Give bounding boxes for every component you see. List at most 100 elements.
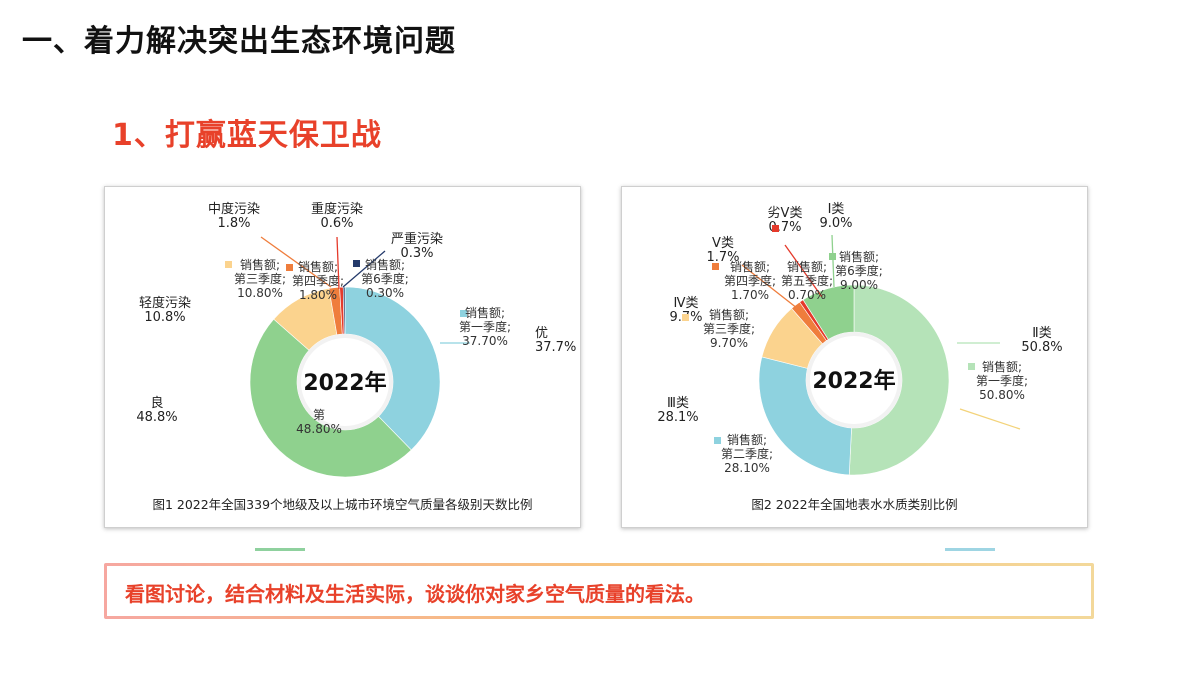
data-label: 销售额;第二季度; 28.10% (721, 432, 773, 475)
slice-label-line: 48.8% (136, 410, 177, 425)
slice-label: Ⅴ类 1.7% (706, 236, 739, 265)
data-label-line: 10.80% (237, 286, 283, 300)
data-label-line: 0.70% (788, 288, 826, 302)
slice-label-line: 50.8% (1021, 340, 1062, 355)
data-label-line: 销售额; (465, 305, 505, 320)
slice-label: 良 48.8% (136, 395, 177, 425)
data-label-line: 第五季度; (781, 273, 833, 288)
discussion-box: 看图讨论，结合材料及生活实际，谈谈你对家乡空气质量的看法。 (104, 563, 1094, 619)
data-label: 销售额;第6季度; 9.00% (835, 249, 883, 292)
slice-label-line: 良 (150, 395, 163, 411)
data-label-line: 销售额; (298, 259, 338, 274)
legend-marker (353, 260, 360, 267)
slice-label-line: Ⅰ类 (828, 202, 845, 217)
slice-label-line: 重度污染 (311, 201, 363, 217)
slice-label-line: 严重污染 (391, 231, 443, 247)
slice-label-line: 28.1% (657, 410, 698, 425)
leader-line (784, 244, 823, 298)
slice-label: 重度污染 0.6% (311, 201, 363, 231)
slice-label-line: 0.3% (400, 246, 433, 261)
data-label: 销售额;第一季度; 50.80% (976, 359, 1028, 402)
data-label-line: 第三季度; (234, 271, 286, 286)
data-label-line: 第二季度; (721, 446, 773, 461)
chart-caption: 图1 2022年全国339个地级及以上城市环境空气质量各级别天数比例 (152, 497, 533, 512)
data-label-line: 第6季度; (361, 271, 409, 286)
slice-label-line: 劣Ⅴ类 (768, 206, 803, 221)
donut-center-label: 2022年 (812, 368, 895, 394)
slice-label-line: 37.7% (535, 340, 576, 355)
air-quality-chart-panel: 2022年优 37.7% 销售额;第一季度; 37.70% 良 48.8% 第 48.80% 轻… (104, 186, 581, 528)
legend-marker (225, 261, 232, 268)
donut-slice (802, 284, 855, 340)
legend-marker (682, 314, 689, 321)
data-label-line: 9.70% (710, 336, 748, 350)
slice-label-line: Ⅴ类 (712, 236, 734, 251)
donut-slice (344, 286, 441, 451)
data-label-line: 销售额; (839, 249, 879, 264)
legend-marker (968, 363, 975, 370)
data-label-line: 销售额; (982, 359, 1022, 374)
legend-marker (277, 411, 284, 418)
donut-hole (810, 336, 898, 424)
leader-line (959, 408, 1021, 430)
data-label-line: 销售额; (365, 257, 405, 272)
slice-label-line: 中度污染 (208, 201, 260, 217)
legend-marker (714, 437, 721, 444)
slice-label: 优 37.7% (535, 326, 576, 355)
slice-label-line: 0.6% (320, 216, 353, 231)
legend-marker (712, 263, 719, 270)
legend-marker (286, 264, 293, 271)
data-label: 销售额;第四季度; 1.70% (724, 259, 776, 302)
data-label: 销售额;第6季度; 0.30% (361, 257, 409, 300)
leader-line (336, 236, 340, 290)
data-label-line: 第三季度; (703, 321, 755, 336)
slice-label-line: Ⅲ类 (667, 396, 689, 411)
slice-label-line: 1.7% (706, 250, 739, 265)
data-label: 第 48.80% (296, 408, 342, 436)
data-label-line: 销售额; (240, 257, 280, 272)
legend-marker (829, 253, 836, 260)
data-label-line: 销售额; (730, 259, 770, 274)
slice-label: Ⅱ类 50.8% (1021, 326, 1062, 355)
slice-label: 严重污染 0.3% (391, 231, 443, 261)
slice-label-line: 9.0% (819, 216, 852, 231)
page-title: 一、着力解决突出生态环境问题 (22, 24, 456, 59)
data-label-line: 28.10% (724, 461, 770, 475)
data-label: 销售额;第四季度; 1.80% (292, 259, 344, 302)
data-label-line: 第四季度; (724, 273, 776, 288)
leader-line (342, 250, 386, 288)
donut-center-label: 2022年 (303, 370, 386, 396)
data-label-line: 50.80% (979, 388, 1025, 402)
data-label-line: 销售额; (709, 307, 749, 322)
slice-label-line: 轻度污染 (139, 295, 191, 311)
donut-hole (301, 338, 389, 426)
data-label-line: 第 (313, 408, 325, 422)
data-label-line: 48.80% (296, 422, 342, 436)
slice-label-line: 1.8% (217, 216, 250, 231)
slice-label-line: 10.8% (144, 310, 185, 325)
data-label-line: 销售额; (727, 432, 767, 447)
data-label: 销售额;第三季度; 9.70% (703, 307, 755, 350)
legend-marker (460, 310, 467, 317)
leader-line (741, 264, 803, 313)
slice-label-line: Ⅱ类 (1032, 326, 1051, 341)
water-quality-chart-panel: 2022年 Ⅱ类 50.8% 销售额;第一季度; 50.80% Ⅲ类 28.1% 销售额;第二… (621, 186, 1088, 528)
discussion-prompt: 看图讨论，结合材料及生活实际，谈谈你对家乡空气质量的看法。 (125, 582, 705, 606)
chart-caption: 图2 2022年全国地表水水质类别比例 (751, 497, 958, 512)
data-label-line: 销售额; (787, 259, 827, 274)
data-label-line: 第四季度; (292, 273, 344, 288)
data-label-line: 1.80% (299, 288, 337, 302)
data-label: 销售额;第三季度; 10.80% (234, 257, 286, 300)
decorative-line (945, 548, 995, 551)
slice-label-line: 优 (535, 326, 548, 341)
slice-label: 轻度污染 10.8% (139, 295, 191, 325)
data-label-line: 37.70% (462, 334, 508, 348)
legend-marker (772, 225, 779, 232)
data-label: 销售额;第五季度; 0.70% (781, 259, 833, 302)
data-label-line: 第一季度; (976, 373, 1028, 388)
decorative-line (255, 548, 305, 551)
slice-label: 中度污染 1.8% (208, 201, 260, 231)
data-label-line: 1.70% (731, 288, 769, 302)
